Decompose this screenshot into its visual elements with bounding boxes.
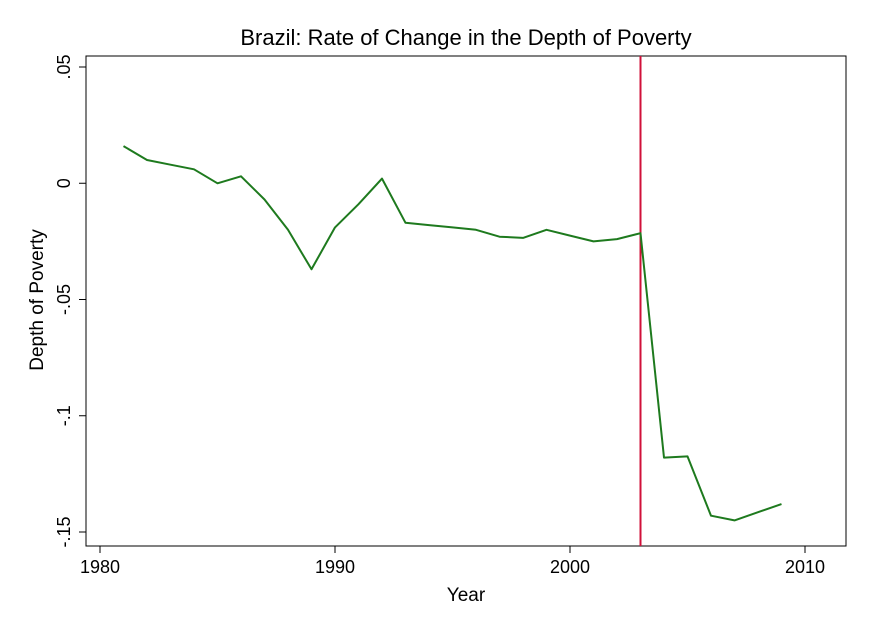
y-tick-label: -.1	[54, 405, 74, 426]
y-tick-label: -.15	[54, 516, 74, 547]
x-axis-label: Year	[447, 585, 486, 606]
y-tick-label: 0	[54, 178, 74, 188]
plot-frame	[85, 55, 847, 547]
y-axis-label: Depth of Poverty	[27, 229, 48, 371]
x-tick-label: 2000	[550, 557, 590, 577]
chart-title: Brazil: Rate of Change in the Depth of P…	[240, 25, 691, 50]
series-line	[122, 145, 782, 522]
x-tick-label: 1980	[80, 557, 120, 577]
y-tick-label: -.05	[54, 284, 74, 315]
x-tick-label: 2010	[785, 557, 825, 577]
y-tick-label: .05	[54, 54, 74, 79]
x-axis: 1980 1990 2000 2010	[80, 546, 825, 577]
x-tick-label: 1990	[315, 557, 355, 577]
y-axis: .05 0 -.05 -.1 -.15	[54, 54, 86, 548]
series-layer	[122, 145, 782, 522]
